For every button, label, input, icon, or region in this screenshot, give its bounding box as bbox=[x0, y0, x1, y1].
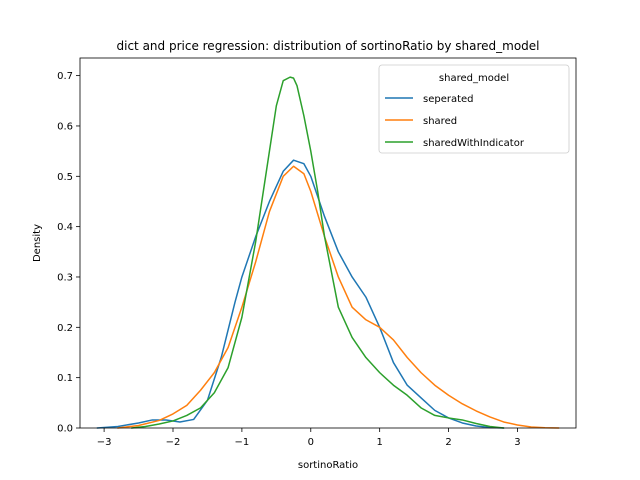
x-tick-label: −2 bbox=[166, 437, 181, 448]
x-axis-label: sortinoRatio bbox=[298, 460, 358, 471]
y-tick-label: 0.1 bbox=[57, 373, 73, 384]
y-tick-label: 0.6 bbox=[57, 121, 73, 132]
x-tick-label: 1 bbox=[376, 437, 382, 448]
x-axis: −3 −2 −1 0 1 2 3 bbox=[97, 428, 521, 448]
y-tick-label: 0.5 bbox=[57, 172, 73, 183]
legend-title: shared_model bbox=[439, 73, 509, 84]
x-tick-label: −3 bbox=[97, 437, 112, 448]
legend-box bbox=[378, 64, 570, 154]
legend-label: sharedWithIndicator bbox=[423, 138, 525, 149]
legend: shared_model seperated shared sharedWithIn… bbox=[378, 64, 570, 154]
y-axis-label: Density bbox=[32, 224, 43, 262]
series-line-sharedWithIndicator bbox=[130, 76, 505, 429]
y-tick-label: 0.4 bbox=[57, 222, 73, 233]
x-tick-label: 2 bbox=[445, 437, 451, 448]
x-tick-label: 0 bbox=[308, 437, 314, 448]
plot-area bbox=[96, 76, 560, 429]
chart-title: dict and price regression: distribution … bbox=[117, 39, 540, 53]
y-tick-label: 0.7 bbox=[57, 71, 73, 82]
y-axis: 0.0 0.1 0.2 0.3 0.4 0.5 0.6 0.7 bbox=[57, 71, 80, 435]
series-line-seperated bbox=[96, 159, 505, 429]
legend-label: shared bbox=[423, 116, 457, 127]
legend-label: seperated bbox=[423, 94, 474, 105]
y-tick-label: 0.3 bbox=[57, 272, 73, 283]
plot-frame bbox=[79, 57, 577, 429]
x-tick-label: 3 bbox=[514, 437, 520, 448]
x-tick-label: −1 bbox=[235, 437, 250, 448]
y-tick-label: 0.2 bbox=[57, 323, 73, 334]
y-tick-label: 0.0 bbox=[57, 424, 73, 435]
series-line-shared bbox=[117, 165, 560, 429]
